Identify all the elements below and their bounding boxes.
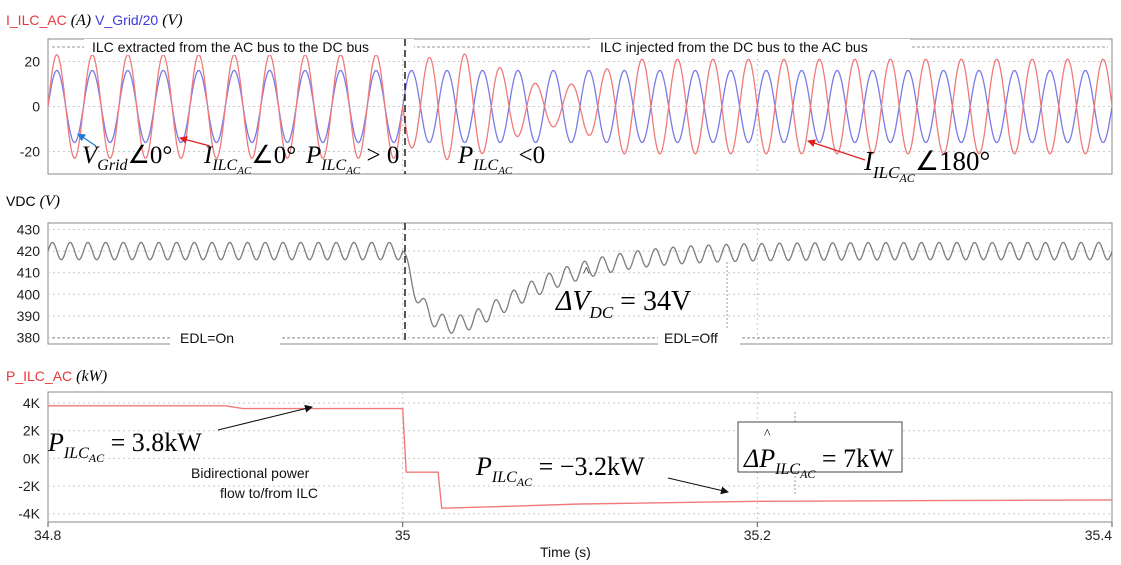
x-tick-label: 34.8 <box>34 527 61 543</box>
panel-power: P_ILC_AC (kW) -4K -2K 0K 2K 4K 34.8 35 35.2 35.4… <box>6 368 1113 560</box>
y-tick-label: 2K <box>23 423 41 439</box>
y-tick-label: 410 <box>17 265 41 281</box>
svg-text:ΔVDC = 34V: ΔVDC = 34V <box>555 286 691 322</box>
svg-text:PILCAC > 0: PILCAC > 0 <box>305 142 399 177</box>
panel2-title: VDC (V) <box>6 193 60 210</box>
iilc180-pointer <box>807 139 866 161</box>
x-tick-label: 35 <box>395 527 411 543</box>
y-tick-label: -20 <box>20 144 40 160</box>
panel3-gridlines <box>48 392 1112 522</box>
panel1-title: I_ILC_AC (A) V_Grid/20 (V) <box>6 12 183 29</box>
vgrid-pointer <box>77 133 97 147</box>
x-ticks: 34.8 35 35.2 35.4 <box>34 522 1113 543</box>
svg-text:VGrid∠0°: VGrid∠0° <box>82 142 172 174</box>
svg-text:PILCAC = −3.2kW: PILCAC = −3.2kW <box>475 452 645 489</box>
y-tick-label: 390 <box>17 308 41 324</box>
p-positive-label: PILCAC > 0 <box>305 142 399 177</box>
p-negative-label: PILCAC <0 <box>457 142 545 177</box>
delta-vdc-hat: ^ <box>583 265 590 280</box>
note-line2: flow to/from ILC <box>220 485 318 501</box>
delta-p-label: ΔPILCAC = 7kW <box>743 444 894 481</box>
svg-text:IILCAC∠180°: IILCAC∠180° <box>863 146 990 185</box>
y-tick-label: 400 <box>17 286 41 302</box>
y-tick-label: -4K <box>18 506 40 522</box>
panel-current-voltage: I_ILC_AC (A) V_Grid/20 (V) -20 0 20 ILC extra… <box>6 12 1113 185</box>
vgrid-angle-label: VGrid∠0° <box>82 142 172 174</box>
p-high-pointer <box>217 404 313 431</box>
p-low-label: PILCAC = −3.2kW <box>475 452 645 489</box>
panel2-frame <box>47 222 1113 345</box>
panel3-y-ticks: -4K -2K 0K 2K 4K <box>18 395 40 522</box>
y-tick-label: 20 <box>24 54 40 70</box>
iilc-pointer <box>179 135 211 147</box>
y-tick-label: 380 <box>17 330 41 346</box>
y-tick-label: 4K <box>23 395 41 411</box>
y-tick-label: 0 <box>32 99 40 115</box>
x-axis-label: Time (s) <box>540 544 591 560</box>
delta-p-box <box>737 421 903 473</box>
svg-text:PILCAC = 3.8kW: PILCAC = 3.8kW <box>47 428 202 465</box>
y-tick-label: 430 <box>17 221 41 237</box>
region-right-label: ILC injected from the DC bus to the AC b… <box>600 39 868 55</box>
iilc-180-label: IILCAC∠180° <box>863 146 990 185</box>
region-left-label: ILC extracted from the AC bus to the DC … <box>92 39 369 55</box>
panel3-title: P_ILC_AC (kW) <box>6 368 107 385</box>
note-line1: Bidirectional power <box>191 465 310 481</box>
edl-on-label: EDL=On <box>180 330 234 346</box>
y-tick-label: -2K <box>18 478 40 494</box>
panel1-y-ticks: -20 0 20 <box>20 54 40 160</box>
x-tick-label: 35.4 <box>1085 527 1112 543</box>
panel-vdc: VDC (V) 380 390 400 410 420 430 EDL=On EDL=Off… <box>6 193 1113 346</box>
x-tick-label: 35.2 <box>744 527 771 543</box>
y-tick-label: 420 <box>17 243 41 259</box>
delta-vdc-label: ΔVDC = 34V <box>555 286 691 322</box>
series-vdc-line <box>48 241 1112 334</box>
y-tick-label: 0K <box>23 450 41 466</box>
iilc-angle-label: IILCAC∠0° <box>203 142 296 177</box>
p-low-pointer <box>667 477 729 495</box>
svg-text:IILCAC∠0°: IILCAC∠0° <box>203 142 296 177</box>
series-power-line <box>48 405 1112 509</box>
svg-text:ΔPILCAC = 7kW: ΔPILCAC = 7kW <box>743 444 894 481</box>
svg-text:PILCAC <0: PILCAC <0 <box>457 142 545 177</box>
edl-off-label: EDL=Off <box>664 330 718 346</box>
series-iilc-line <box>48 53 1112 161</box>
p-high-label: PILCAC = 3.8kW <box>47 428 202 465</box>
panel2-y-ticks: 380 390 400 410 420 430 <box>17 221 41 345</box>
delta-p-hat: ^ <box>764 427 771 442</box>
